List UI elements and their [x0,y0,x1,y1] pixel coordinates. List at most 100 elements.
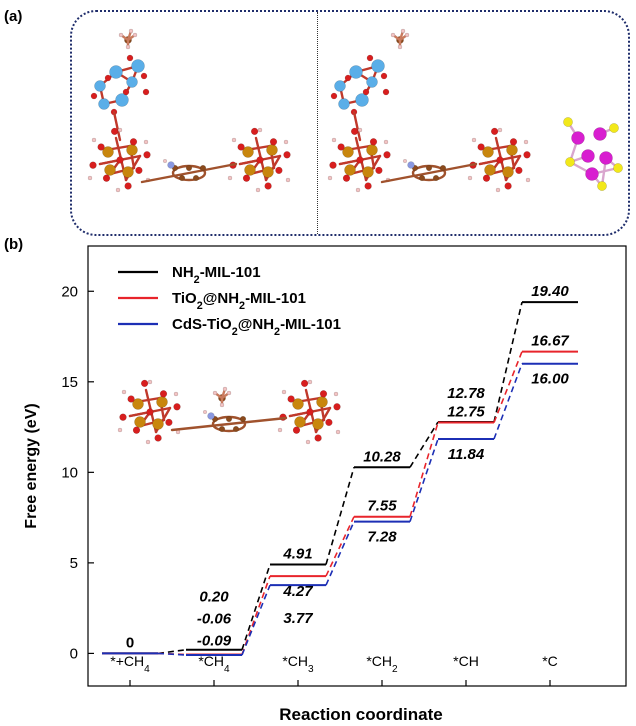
atom [307,379,313,385]
atom [333,403,341,411]
atom [342,146,354,158]
atom [104,164,116,176]
data-label: 19.40 [531,283,569,300]
atom [128,28,134,34]
atom [335,429,341,435]
atom [515,166,523,175]
atom [599,151,613,165]
atom [285,177,291,183]
atom [563,117,573,127]
atom [305,439,311,445]
atom [350,127,359,136]
bond [352,110,362,142]
structure-b-inset [117,379,341,445]
atom [371,59,385,73]
y-tick-label: 0 [70,645,78,662]
atom [126,76,138,88]
data-label: 0.20 [199,588,229,605]
atom [97,143,105,151]
atom [571,131,585,145]
bond [170,416,288,432]
y-tick-label: 20 [61,283,78,300]
atom [199,164,207,172]
atom [227,175,233,181]
data-label: 12.75 [447,404,485,421]
atom [117,127,123,133]
atom [471,137,477,143]
atom [262,166,274,178]
atom [344,164,356,176]
atom [115,187,121,193]
atom [418,174,426,182]
atom [477,143,485,151]
atom [333,391,339,397]
atom [355,187,361,193]
atom [242,174,251,182]
y-tick-label: 10 [61,464,78,481]
atom [292,398,304,410]
atom [525,177,531,183]
atom [294,416,306,428]
connector-2-3 [409,438,439,522]
atom [330,92,338,100]
atom [382,88,390,96]
atom [467,175,473,181]
atom [439,164,447,172]
atom [593,127,607,141]
atom [222,386,228,392]
atom [132,426,141,434]
atom [218,425,226,433]
connector-2-4 [493,363,523,440]
atom [482,174,491,182]
bond [140,162,238,184]
x-axis-label: Reaction coordinate [279,705,442,724]
atom [173,403,181,411]
atom [132,32,138,38]
atom [397,44,403,50]
atom [325,418,333,427]
atom [383,139,389,145]
atom [129,138,138,146]
atom [292,426,301,434]
data-label: 16.00 [531,371,569,388]
structure-a-left [87,28,291,193]
atom [581,149,595,163]
atom [134,416,146,428]
atom [152,418,164,430]
connector-0-1 [241,564,271,651]
data-label: 10.28 [363,448,401,465]
atom [121,389,127,395]
atom [342,174,351,182]
atom [192,174,200,182]
atom [380,72,388,80]
data-label: 7.28 [367,529,397,546]
legend-label-1: TiO2@NH2-MIL-101 [172,290,306,312]
x-tick-label: *CH3 [282,653,314,675]
atom [185,164,193,172]
atom [364,182,372,190]
atom [337,143,345,151]
atom [250,127,259,136]
atom [366,54,374,62]
atom [269,138,278,146]
y-tick-label: 5 [70,555,78,572]
connector-0-4 [493,301,523,423]
x-tick-label: *CH4 [198,653,230,675]
connector-1-2 [325,516,355,577]
atom [523,151,531,159]
atom [231,137,237,143]
atom [319,390,328,398]
atom [504,182,512,190]
atom [142,88,150,96]
atom [300,379,309,388]
atom [135,166,143,175]
atom [283,151,291,159]
atom [207,412,215,420]
atom [497,127,503,133]
plot-frame [87,245,627,687]
atom [390,32,396,38]
bond [112,110,122,142]
atom [232,425,240,433]
